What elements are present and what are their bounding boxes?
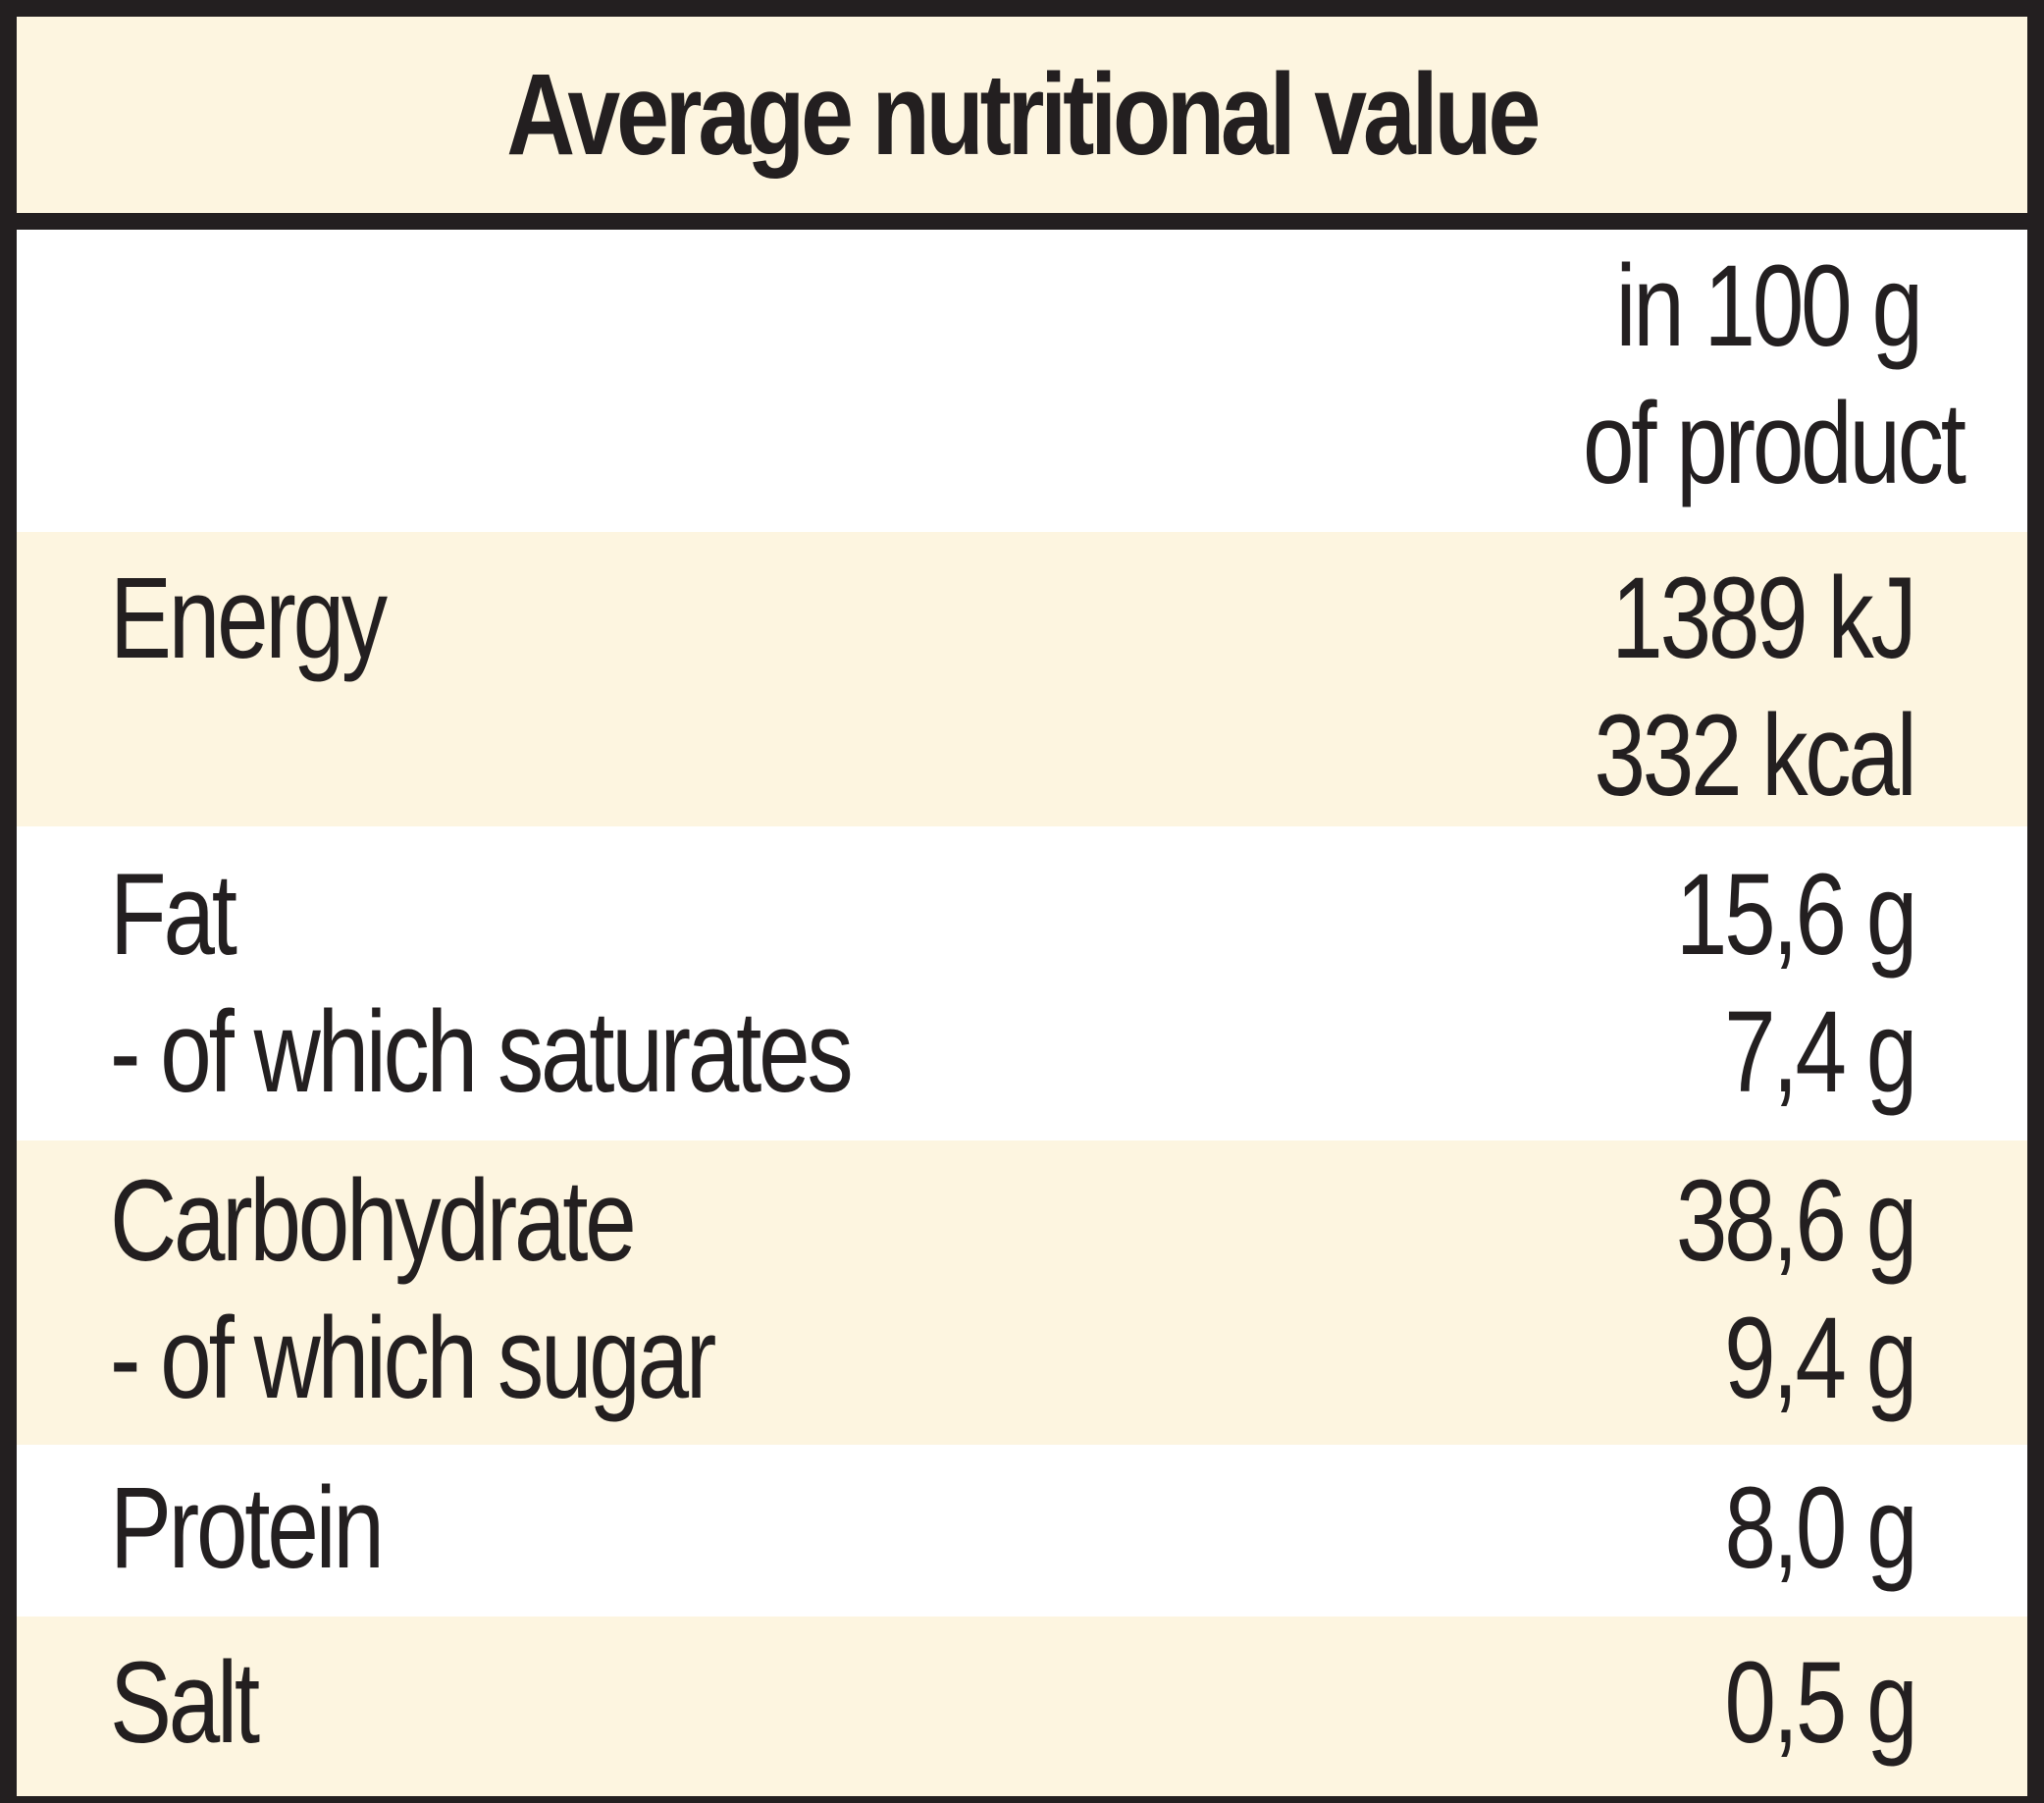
- row-value-line: 7,4 g: [1724, 987, 1917, 1117]
- row-label: Carbohydrate - of which sugar: [110, 1152, 716, 1427]
- row-value-line: 9,4 g: [1724, 1294, 1917, 1423]
- row-value: 1389 kJ 332 kcal: [1594, 550, 1917, 824]
- title-bar: Average nutritional value: [17, 17, 2027, 230]
- table-row-carbohydrate: Carbohydrate - of which sugar 38,6 g 9,4…: [17, 1140, 2027, 1445]
- row-value: 8,0 g: [1724, 1459, 1917, 1597]
- column-header-line2: of product: [1583, 379, 1966, 508]
- table-title: Average nutritional value: [506, 50, 1542, 180]
- row-label: Energy: [110, 550, 388, 687]
- row-value-line: 332 kcal: [1594, 691, 1917, 821]
- row-value-line: 38,6 g: [1675, 1156, 1917, 1286]
- row-label-line: Fat: [110, 850, 237, 980]
- row-label-line: Energy: [110, 554, 388, 683]
- row-label-line: Carbohydrate: [110, 1156, 637, 1286]
- row-label-line: Salt: [110, 1638, 260, 1768]
- table-row-energy: Energy 1389 kJ 332 kcal: [17, 532, 2027, 826]
- row-value-line: 8,0 g: [1724, 1463, 1917, 1593]
- row-label: Fat - of which saturates: [110, 846, 854, 1121]
- row-label-line: - of which sugar: [110, 1294, 716, 1423]
- table-row-protein: Protein 8,0 g: [17, 1445, 2027, 1617]
- column-header-line1: in 100 g: [1615, 241, 1924, 371]
- column-header: in 100 g of product: [1583, 238, 1966, 512]
- row-value: 15,6 g 7,4 g: [1675, 846, 1917, 1121]
- nutrition-table: Average nutritional value in 100 g of pr…: [17, 17, 2027, 1796]
- table-row-salt: Salt 0,5 g: [17, 1617, 2027, 1796]
- row-value: 0,5 g: [1724, 1634, 1917, 1772]
- row-label: Salt: [110, 1634, 260, 1772]
- row-label-line: Protein: [110, 1463, 385, 1593]
- row-value: 38,6 g 9,4 g: [1675, 1152, 1917, 1427]
- row-label: Protein: [110, 1459, 385, 1597]
- row-value-line: 15,6 g: [1675, 850, 1917, 980]
- row-value-line: 1389 kJ: [1611, 554, 1917, 683]
- row-value-line: 0,5 g: [1724, 1638, 1917, 1768]
- row-label-line: - of which saturates: [110, 987, 854, 1117]
- table-row-fat: Fat - of which saturates 15,6 g 7,4 g: [17, 826, 2027, 1140]
- column-header-row: in 100 g of product: [17, 230, 2027, 532]
